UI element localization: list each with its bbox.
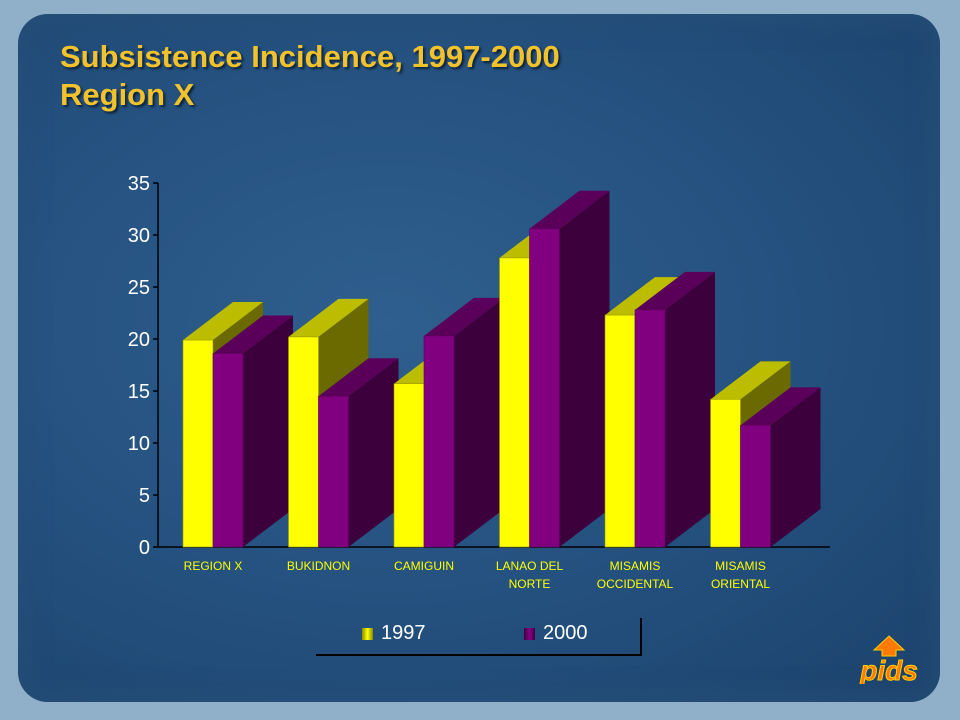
bar-front xyxy=(740,425,771,548)
bar-front xyxy=(318,395,349,548)
bar-front xyxy=(604,314,636,548)
bar-2000-3 xyxy=(529,190,610,548)
bar-side xyxy=(559,190,610,547)
bar-top xyxy=(740,387,821,426)
category-label: BUKIDNON xyxy=(287,559,350,573)
category-label: CAMIGUIN xyxy=(394,559,454,573)
bar-top xyxy=(183,302,263,341)
bar-front xyxy=(710,399,741,548)
y-tick-label: 25 xyxy=(128,277,150,299)
legend-label-1997: 1997 xyxy=(381,622,426,644)
bar-front xyxy=(529,228,560,548)
bar-front xyxy=(499,257,530,548)
category-label: OCCIDENTAL xyxy=(597,577,674,591)
bar-front xyxy=(212,353,244,548)
y-tick-label: 10 xyxy=(128,433,150,455)
y-tick-label: 5 xyxy=(139,485,150,507)
y-tick-label: 30 xyxy=(128,225,150,247)
bar-side xyxy=(243,315,293,547)
bar-front xyxy=(182,339,214,548)
bar-side xyxy=(665,271,715,547)
slide-title: Subsistence Incidence, 1997-2000 Region … xyxy=(60,38,560,114)
category-label: MISAMIS xyxy=(715,559,766,573)
bar-top xyxy=(529,190,610,229)
bar-2000-5 xyxy=(740,387,821,548)
bar-side xyxy=(454,297,504,547)
category-label: MISAMIS xyxy=(610,559,661,573)
category-label: ORIENTAL xyxy=(711,577,770,591)
bar-2000-1 xyxy=(318,358,399,548)
legend-item-2000: 2000 xyxy=(524,622,588,645)
legend-swatch-2000 xyxy=(524,627,535,640)
category-label: LANAO DEL xyxy=(496,559,564,573)
legend: 1997 2000 xyxy=(316,618,642,656)
bar-top xyxy=(424,297,504,336)
bar-2000-2 xyxy=(423,297,504,548)
bar-top xyxy=(213,315,293,354)
bar-front xyxy=(423,335,455,548)
bars xyxy=(182,190,821,548)
pids-logo: pids xyxy=(859,635,918,684)
y-tick-label: 35 xyxy=(128,173,150,195)
bar-top xyxy=(318,358,399,397)
y-tick-label: 20 xyxy=(128,329,150,351)
bar-front xyxy=(393,383,425,548)
category-label: REGION X xyxy=(184,559,243,573)
legend-label-2000: 2000 xyxy=(543,622,588,644)
bar-top xyxy=(710,361,791,400)
bar-2000-0 xyxy=(212,315,293,548)
bar-side xyxy=(348,358,399,547)
bar-front xyxy=(288,336,319,548)
category-label: NORTE xyxy=(509,577,551,591)
bar-top xyxy=(288,298,369,337)
y-tick-label: 15 xyxy=(128,381,150,403)
bar-top xyxy=(605,277,685,316)
bar-side xyxy=(770,387,821,547)
legend-item-1997: 1997 xyxy=(362,622,426,645)
bar-front xyxy=(634,309,666,548)
title-line-2: Region X xyxy=(60,77,195,112)
y-tick-label: 0 xyxy=(139,537,150,559)
bar-2000-4 xyxy=(634,271,715,548)
category-labels: REGION X BUKIDNON CAMIGUIN LANAO DEL NORTE MI… xyxy=(184,559,771,591)
bar-top xyxy=(635,271,715,310)
title-line-1: Subsistence Incidence, 1997-2000 xyxy=(60,39,560,74)
logo-text: pids xyxy=(859,655,918,684)
legend-swatch-1997 xyxy=(362,627,373,640)
